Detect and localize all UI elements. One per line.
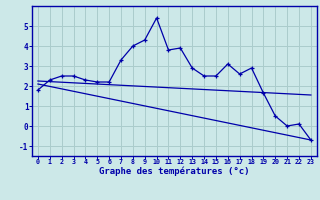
X-axis label: Graphe des températures (°c): Graphe des températures (°c) [99, 167, 250, 176]
